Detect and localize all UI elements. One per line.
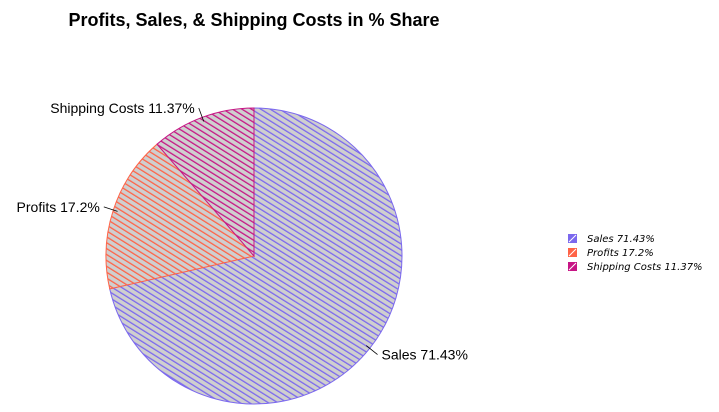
legend-label-profits: Profits 17.2% <box>587 248 654 259</box>
legend: Sales 71.43% Profits 17.2% Shipping Costs … <box>568 234 703 273</box>
pie-slices <box>105 107 403 405</box>
slice-label-shipping: Shipping Costs 11.37% <box>50 100 195 116</box>
legend-swatch-hatch <box>568 248 577 257</box>
leader-line <box>198 107 205 122</box>
leader-line <box>365 345 378 355</box>
chart-title: Profits, Sales, & Shipping Costs in % Sh… <box>68 10 439 30</box>
legend-label-sales: Sales 71.43% <box>587 234 655 245</box>
leader-line <box>103 206 118 212</box>
legend-label-shipping: Shipping Costs 11.37% <box>587 262 703 273</box>
slice-label-profits: Profits 17.2% <box>17 199 100 215</box>
legend-swatch-hatch <box>568 234 577 243</box>
slice-label-sales: Sales 71.43% <box>382 347 468 363</box>
slice-labels: Sales 71.43% Profits 17.2% Shipping Costs … <box>17 100 468 363</box>
legend-swatch-hatch <box>568 262 577 271</box>
